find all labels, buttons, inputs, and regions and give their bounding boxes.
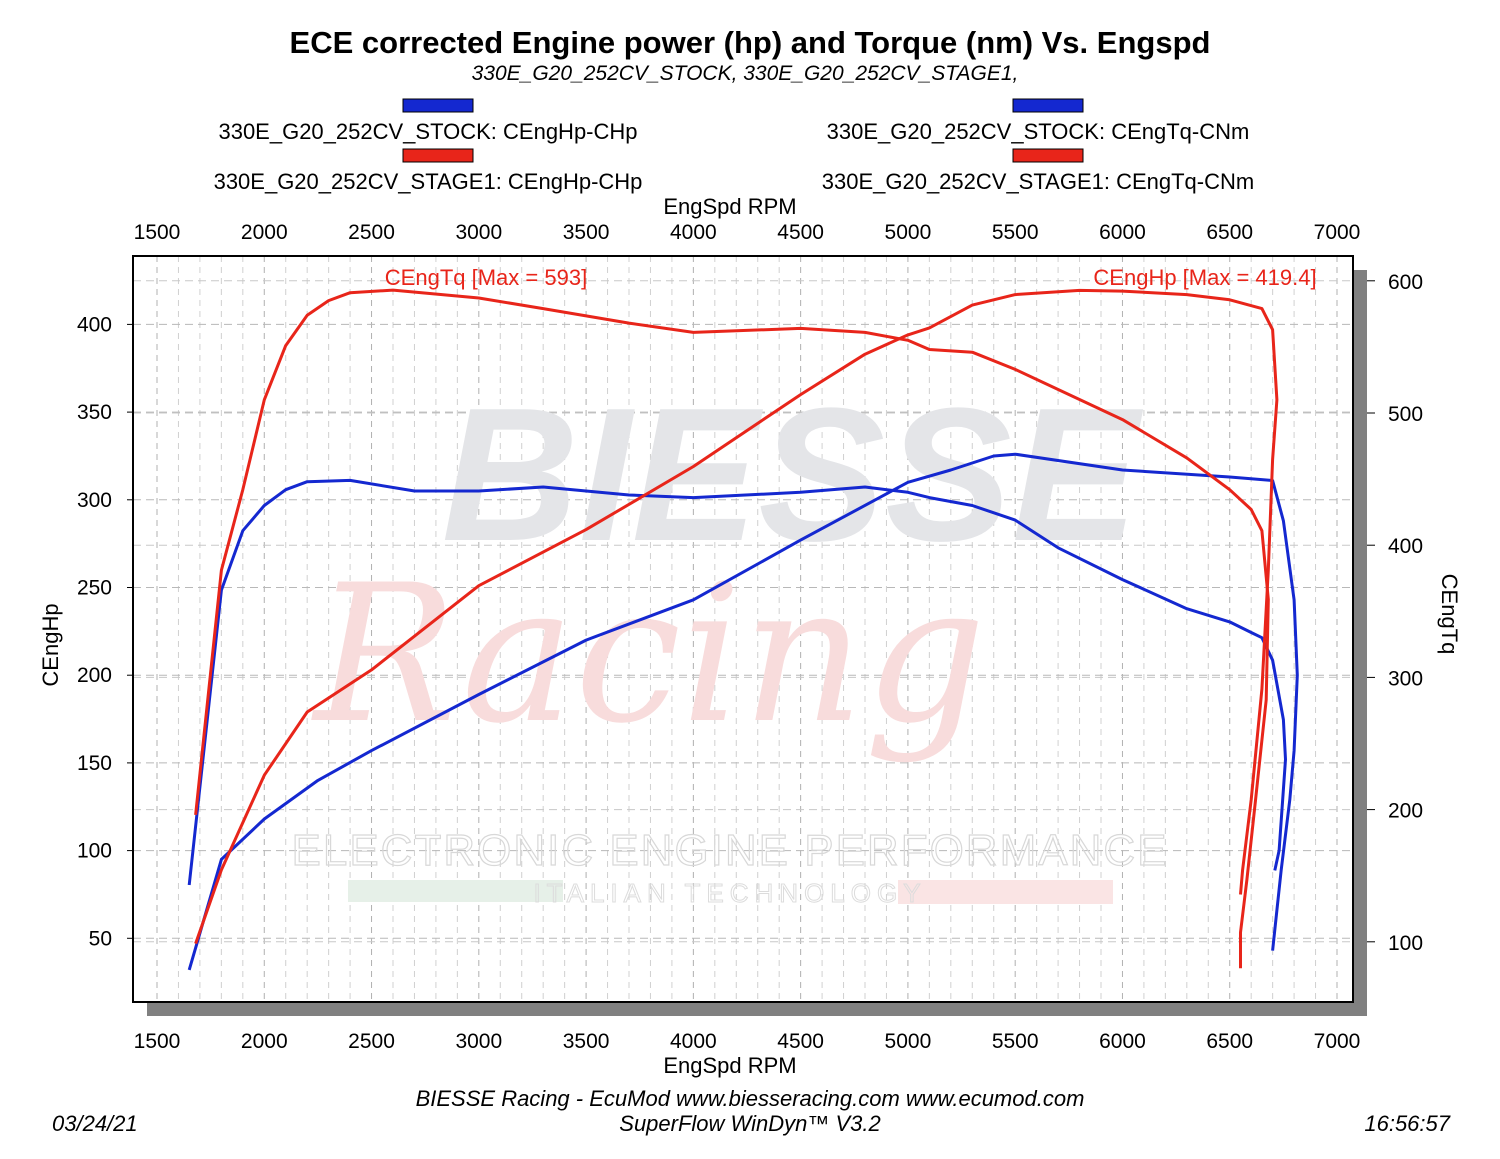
x-tick-top: 6000 (1099, 221, 1146, 244)
y-axis-label: CEngHp (38, 603, 63, 686)
legend-swatch-2 (402, 148, 474, 163)
y-tick-label: 400 (77, 313, 112, 336)
watermark-line2: ITALIAN TECHNOLOGY (533, 878, 926, 908)
y-tick-label: 150 (77, 752, 112, 775)
plot-frame (132, 255, 1354, 1003)
x-tick-top: 3500 (563, 221, 610, 244)
chart-title: ECE corrected Engine power (hp) and Torq… (290, 25, 1211, 60)
annotation-max-power: CEngHp [Max = 419.4] (1093, 265, 1316, 290)
legend-swatch-1 (1012, 98, 1084, 113)
x-tick-bottom: 5000 (885, 1030, 932, 1053)
grid (133, 256, 1367, 1016)
x-tick-top: 5000 (885, 221, 932, 244)
y-tick-label: 200 (77, 664, 112, 687)
x-tick-top: 5500 (992, 221, 1039, 244)
x-tick-top: 4000 (670, 221, 717, 244)
y-tick-label: 50 (89, 927, 112, 950)
y2-tick-label: 400 (1388, 535, 1423, 558)
x-tick-top: 4500 (777, 221, 824, 244)
x-tick-bottom: 2500 (348, 1030, 395, 1053)
x-tick-bottom: 6000 (1099, 1030, 1146, 1053)
x-tick-bottom: 5500 (992, 1030, 1039, 1053)
y2-axis-label: CEngTq (1437, 574, 1462, 655)
watermark-script: Racing (311, 544, 986, 765)
watermark-line1: ELECTRONIC ENGINE PERFORMANCE (292, 826, 1169, 875)
legend-label-3: 330E_G20_252CV_STAGE1: CEngTq-CNm (822, 169, 1254, 194)
footer-time: 16:56:57 (1364, 1111, 1450, 1136)
plot-background (133, 256, 1353, 1002)
y2-tick-label: 300 (1388, 667, 1423, 690)
y-tick-label: 100 (77, 840, 112, 863)
series-line-0 (187, 452, 1299, 971)
x-tick-top: 3000 (455, 221, 502, 244)
y2-tick-label: 600 (1388, 271, 1423, 294)
x-axis-label-bottom: EngSpd RPM (663, 1053, 796, 1078)
x-tick-bottom: 2000 (241, 1030, 288, 1053)
x-tick-bottom: 4500 (777, 1030, 824, 1053)
x-tick-top: 1500 (134, 221, 181, 244)
annotation-max-torque: CEngTq [Max = 593] (385, 265, 587, 290)
x-tick-top: 2500 (348, 221, 395, 244)
footer-credit: BIESSE Racing - EcuMod www.biesseracing.… (416, 1086, 1085, 1111)
legend-label-2: 330E_G20_252CV_STAGE1: CEngHp-CHp (214, 169, 643, 194)
x-tick-top: 2000 (241, 221, 288, 244)
x-tick-top: 7000 (1314, 221, 1361, 244)
x-axis-label-top: EngSpd RPM (663, 194, 796, 219)
y-tick-label: 250 (77, 577, 112, 600)
y-tick-label: 350 (77, 401, 112, 424)
legend-swatch-0 (402, 98, 474, 113)
legend-label-0: 330E_G20_252CV_STOCK: CEngHp-CHp (218, 119, 637, 144)
x-tick-bottom: 3000 (455, 1030, 502, 1053)
x-tick-top: 6500 (1206, 221, 1253, 244)
x-tick-bottom: 6500 (1206, 1030, 1253, 1053)
x-tick-bottom: 1500 (134, 1030, 181, 1053)
y2-tick-label: 100 (1388, 932, 1423, 955)
watermark-red-bar (898, 880, 1113, 904)
x-tick-bottom: 3500 (563, 1030, 610, 1053)
x-tick-bottom: 7000 (1314, 1030, 1361, 1053)
y-tick-label: 300 (77, 489, 112, 512)
series-line-2 (194, 288, 1279, 945)
footer-software: SuperFlow WinDyn™ V3.2 (619, 1111, 880, 1136)
x-tick-bottom: 4000 (670, 1030, 717, 1053)
legend-swatch-3 (1012, 148, 1084, 163)
legend-label-1: 330E_G20_252CV_STOCK: CEngTq-CNm (827, 119, 1250, 144)
watermark-green-bar (348, 880, 563, 902)
y2-tick-label: 200 (1388, 800, 1423, 823)
y2-tick-label: 500 (1388, 403, 1423, 426)
series-line-3 (194, 288, 1270, 969)
footer-date: 03/24/21 (52, 1111, 138, 1136)
chart-subtitle: 330E_G20_252CV_STOCK, 330E_G20_252CV_STA… (472, 62, 1019, 85)
